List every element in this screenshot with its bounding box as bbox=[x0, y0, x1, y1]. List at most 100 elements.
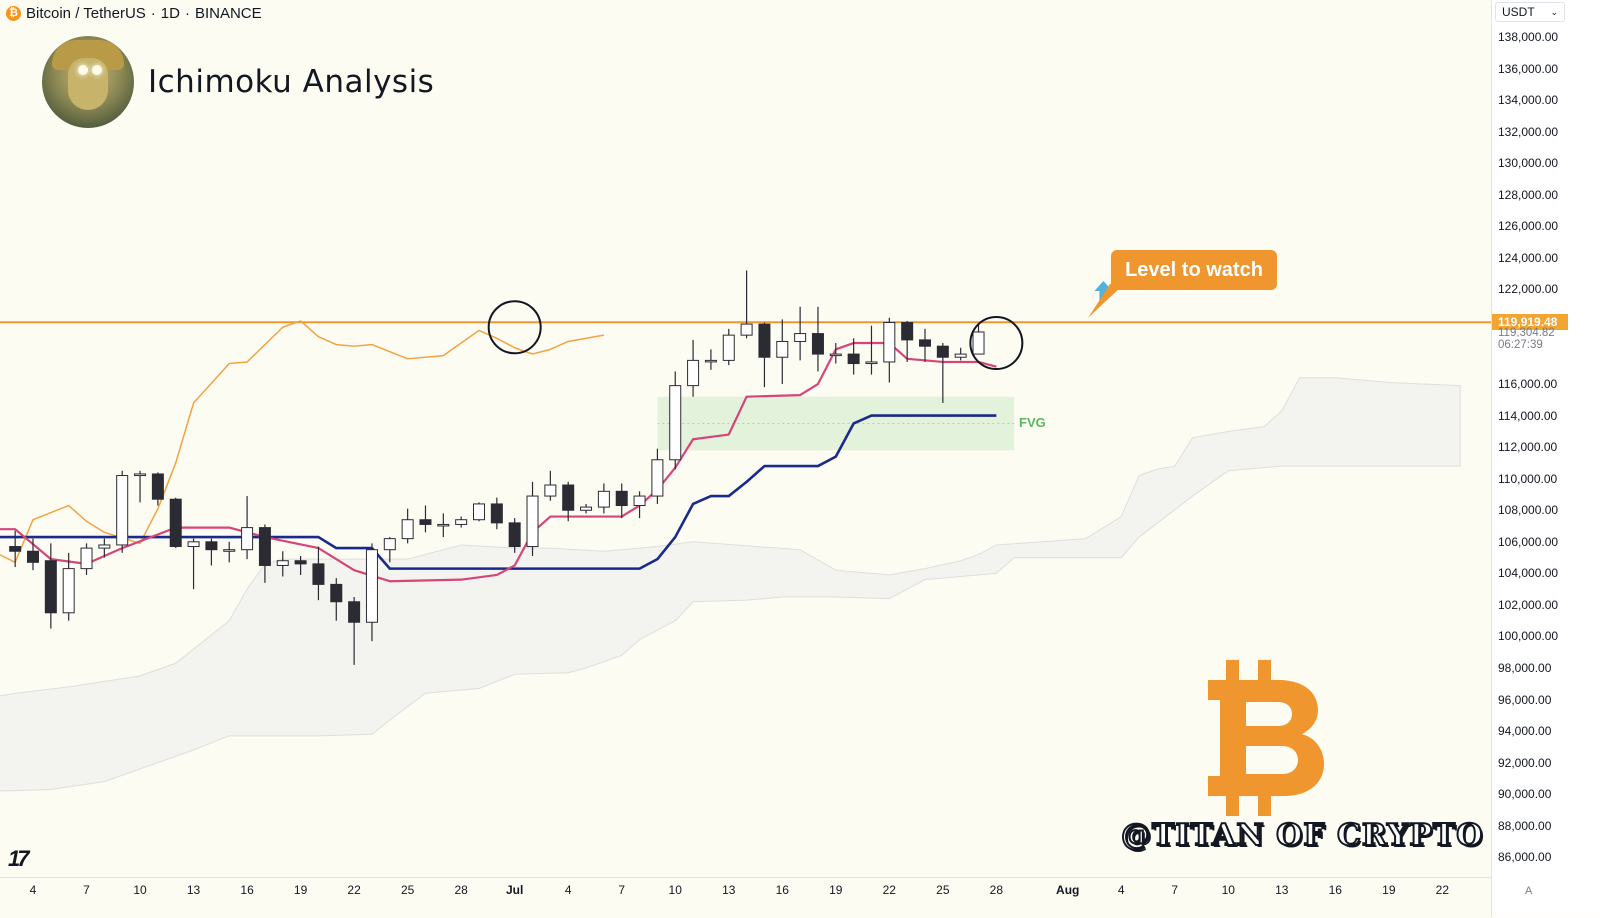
candle-body bbox=[294, 560, 307, 565]
price-tick-label: 102,000.00 bbox=[1498, 597, 1559, 612]
time-tick-label: 25 bbox=[936, 883, 950, 897]
candle-body bbox=[776, 340, 789, 358]
price-tick-label: 108,000.00 bbox=[1498, 503, 1559, 518]
candle-body bbox=[80, 547, 93, 570]
candle bbox=[919, 328, 931, 362]
time-tick-label: 7 bbox=[83, 883, 90, 897]
candle bbox=[383, 537, 396, 563]
time-tick-label: 16 bbox=[240, 883, 254, 897]
currency-selector[interactable]: USDT ⌄ bbox=[1495, 2, 1565, 22]
candle-body bbox=[704, 359, 717, 363]
candle bbox=[80, 543, 93, 575]
symbol-header[interactable]: ₿ Bitcoin / TetherUS · 1D · BINANCE bbox=[6, 3, 262, 23]
candle bbox=[687, 339, 700, 397]
price-tick-label: 116,000.00 bbox=[1498, 377, 1558, 392]
candle-body bbox=[722, 334, 735, 361]
candle-body bbox=[669, 385, 682, 461]
current-price-label: 119,919.48 bbox=[1492, 314, 1568, 330]
time-tick-label: 7 bbox=[618, 883, 626, 897]
header-separator: · bbox=[150, 4, 156, 22]
candle-body bbox=[490, 503, 503, 524]
exchange-label: BINANCE bbox=[194, 4, 262, 22]
callout-tail bbox=[1088, 284, 1124, 318]
time-tick-label: 22 bbox=[882, 883, 896, 897]
tenkan-sen-line bbox=[0, 341, 997, 583]
candle bbox=[9, 530, 22, 568]
candle-body bbox=[758, 323, 771, 358]
candle-body bbox=[98, 544, 111, 549]
candle-body bbox=[27, 550, 39, 563]
time-tick-label: 13 bbox=[722, 883, 736, 897]
kijun-sen-line bbox=[0, 414, 997, 570]
chart-title: Ichimoku Analysis bbox=[148, 64, 435, 100]
candle-body bbox=[437, 523, 450, 527]
watermark-text: @TITAN OF CRYPTO bbox=[1120, 817, 1484, 854]
time-tick-label: 10 bbox=[133, 883, 147, 897]
candle bbox=[901, 320, 914, 362]
fvg-label: FVG bbox=[1019, 415, 1046, 430]
candle bbox=[811, 306, 824, 372]
candle-body bbox=[972, 331, 985, 355]
candle bbox=[651, 448, 664, 504]
candle bbox=[954, 347, 967, 361]
price-tick-label: 94,000.00 bbox=[1498, 724, 1552, 739]
candle bbox=[883, 317, 896, 383]
symbol-name: Bitcoin / TetherUS bbox=[26, 4, 146, 22]
candle-body bbox=[919, 339, 931, 347]
candle bbox=[776, 319, 789, 385]
price-tick-label: 106,000.00 bbox=[1498, 534, 1559, 549]
price-tick-label: 128,000.00 bbox=[1498, 187, 1559, 202]
candle bbox=[98, 538, 111, 558]
candle-body bbox=[169, 498, 182, 548]
candle bbox=[847, 338, 860, 375]
candle bbox=[473, 502, 485, 522]
candle-body bbox=[312, 563, 325, 585]
time-tick-label: 7 bbox=[1171, 883, 1179, 897]
price-tick-label: 90,000.00 bbox=[1498, 787, 1552, 802]
title-block: Ichimoku Analysis bbox=[42, 36, 434, 128]
price-tick-label: 130,000.00 bbox=[1498, 156, 1559, 171]
candle bbox=[633, 491, 646, 519]
candle bbox=[187, 538, 200, 590]
candle-body bbox=[134, 473, 147, 477]
candle bbox=[205, 538, 218, 566]
candle-body bbox=[687, 359, 700, 387]
tradingview-logo[interactable]: 17 bbox=[8, 846, 30, 871]
candle bbox=[597, 483, 610, 514]
time-axis[interactable] bbox=[0, 877, 1491, 918]
candle-body bbox=[954, 353, 967, 358]
candle bbox=[722, 328, 735, 366]
price-tick-label: 132,000.00 bbox=[1498, 124, 1559, 139]
candle-body bbox=[829, 353, 842, 357]
price-tick-label: 104,000.00 bbox=[1498, 566, 1559, 581]
candle-body bbox=[740, 323, 753, 336]
candle bbox=[437, 513, 450, 538]
price-tick-label: 110,000.00 bbox=[1498, 471, 1558, 486]
time-tick-label: 13 bbox=[186, 883, 201, 897]
interval-label: 1D bbox=[160, 4, 180, 22]
candle bbox=[490, 497, 503, 530]
candle-body bbox=[811, 333, 824, 355]
chevron-down-icon: ⌄ bbox=[1550, 6, 1558, 17]
time-tick-label: 13 bbox=[1275, 883, 1289, 897]
highlight-circle bbox=[487, 300, 542, 355]
countdown-label: 06:27:39 bbox=[1492, 337, 1568, 353]
auto-scale-button[interactable]: A bbox=[1525, 885, 1533, 897]
candle-body bbox=[544, 484, 557, 497]
price-tick-label: 134,000.00 bbox=[1498, 93, 1559, 108]
candle-body bbox=[187, 541, 200, 548]
candle bbox=[294, 555, 307, 575]
avatar-eye bbox=[78, 65, 88, 75]
candle bbox=[526, 481, 539, 556]
price-tick-label: 126,000.00 bbox=[1498, 219, 1559, 234]
candle bbox=[455, 516, 468, 528]
ichimoku-cloud bbox=[0, 377, 1461, 792]
candle bbox=[419, 505, 432, 533]
candle-body bbox=[865, 361, 878, 365]
time-tick-label: 16 bbox=[1328, 883, 1342, 897]
time-tick-label: Jul bbox=[506, 883, 524, 897]
bitcoin-logo-icon bbox=[1208, 660, 1324, 816]
price-axis[interactable] bbox=[1491, 0, 1600, 917]
candle-body bbox=[847, 353, 860, 365]
